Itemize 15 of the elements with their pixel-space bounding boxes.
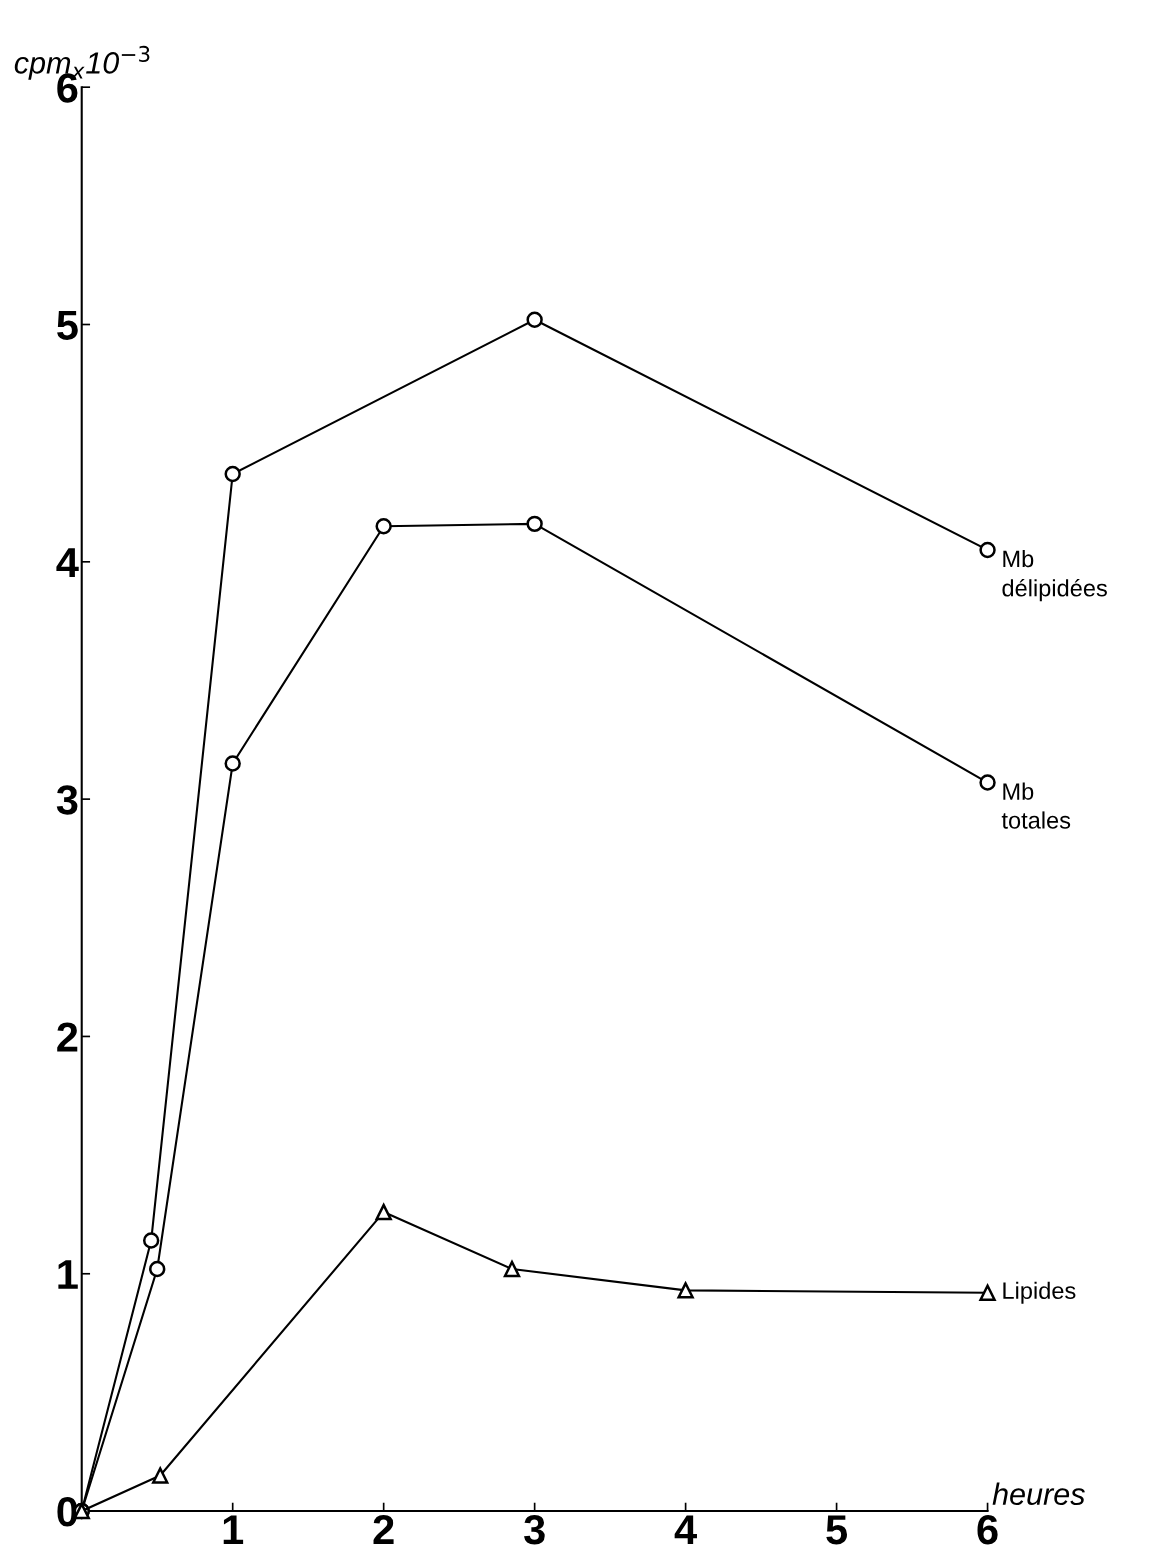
- series-label: Mb délipidées: [1002, 549, 1107, 602]
- y-tick-label: 3: [56, 785, 78, 815]
- x-tick-label: 1: [223, 1515, 244, 1545]
- x-axis-title: heures: [992, 1482, 1085, 1506]
- x-tick-label: 2: [373, 1514, 394, 1545]
- x-tick-label: 3: [524, 1514, 545, 1545]
- x-tick-label: 6: [977, 1514, 998, 1545]
- series-label: Lipides: [1003, 1281, 1076, 1304]
- x-tick-label: 5: [826, 1515, 848, 1545]
- y-tick-label: 5: [57, 310, 78, 341]
- y-tick-label: 1: [58, 1260, 78, 1289]
- series-label: Mb totales: [1001, 782, 1071, 829]
- x-tick-label: 4: [674, 1515, 697, 1545]
- y-tick-label: 2: [57, 1022, 78, 1052]
- y-tick-label: 4: [56, 548, 79, 577]
